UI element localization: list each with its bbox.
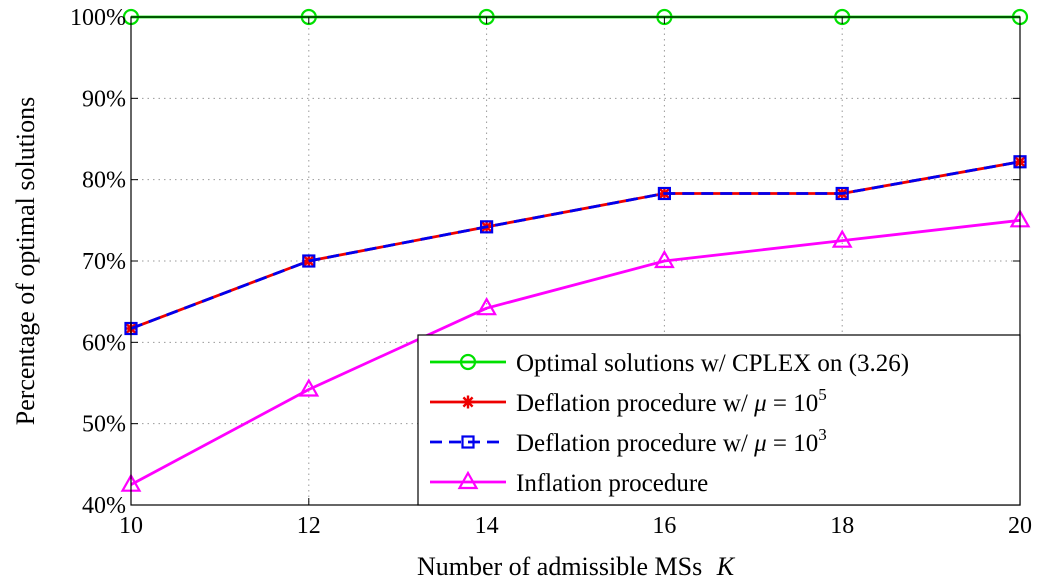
x-tick-label: 14	[475, 513, 499, 539]
x-axis-title-text: Number of admissible MSs	[417, 552, 702, 581]
legend-label-eq: = 10	[767, 390, 819, 417]
legend-label: Optimal solutions w/ CPLEX on (3.26)	[516, 350, 909, 377]
data-point-marker	[457, 470, 479, 490]
legend-label-mu: μ	[753, 390, 767, 417]
legend-entry: Deflation procedure w/ μ = 105	[430, 385, 827, 417]
legend-label-text: Inflation procedure	[516, 470, 708, 497]
legend-label-text: Deflation procedure w/	[516, 430, 754, 457]
legend-label-text: Deflation procedure w/	[516, 390, 754, 417]
x-axis-title-symbol: K	[716, 552, 736, 581]
data-point-marker	[480, 220, 494, 234]
x-tick-label: 16	[652, 513, 676, 539]
y-tick-label: 60%	[82, 330, 126, 356]
data-point-marker	[461, 435, 475, 449]
x-tick-label: 10	[119, 513, 143, 539]
data-point-marker	[657, 186, 672, 201]
series-line	[130, 218, 1021, 486]
legend-label-exponent: 5	[818, 385, 827, 404]
legend: Optimal solutions w/ CPLEX on (3.26) Defl…	[417, 334, 1021, 506]
data-point-marker	[835, 186, 849, 201]
legend-label: Inflation procedure	[516, 470, 708, 497]
axis-ticks: 10 12 14 16 18 20 40% 50% 60% 70% 80% 90% 100%	[70, 5, 1032, 539]
x-tick-label: 20	[1008, 513, 1032, 539]
y-tick-label: 40%	[82, 493, 126, 519]
data-point-marker	[302, 254, 316, 268]
series-3	[124, 155, 1027, 336]
data-point-marker	[461, 395, 475, 409]
data-point-marker	[654, 249, 675, 269]
legend-box	[417, 334, 1021, 506]
data-point-marker	[459, 353, 477, 371]
legend-entry: Inflation procedure	[430, 470, 708, 497]
legend-label-eq: = 10	[767, 430, 819, 457]
series-line	[130, 160, 1021, 330]
legend-label-text: Optimal solutions w/ CPLEX on (3.26)	[516, 350, 909, 377]
x-axis-title: Number of admissible MSs K	[417, 552, 736, 581]
data-point-marker	[476, 296, 497, 316]
legend-label-mu: μ	[753, 430, 767, 457]
x-tick-label: 12	[297, 513, 321, 539]
x-tick-label: 18	[830, 513, 854, 539]
legend-label: Deflation procedure w/ μ = 105	[516, 385, 827, 417]
data-point-marker	[298, 378, 320, 397]
legend-label: Deflation procedure w/ μ = 103	[516, 425, 827, 457]
series-line	[130, 160, 1021, 330]
legend-entry: Optimal solutions w/ CPLEX on (3.26)	[430, 350, 909, 377]
y-tick-label: 90%	[82, 86, 126, 112]
legend-entry: Deflation procedure w/ μ = 103	[430, 425, 827, 457]
y-tick-label: 80%	[82, 168, 126, 194]
legend-label-exponent: 3	[818, 425, 827, 444]
y-axis-title: Percentage of optimal solutions	[11, 97, 40, 426]
data-point-marker	[831, 229, 853, 248]
y-tick-label: 50%	[82, 412, 126, 438]
y-tick-label: 100%	[70, 5, 126, 31]
series-2	[124, 155, 1027, 336]
y-tick-label: 70%	[82, 249, 126, 275]
